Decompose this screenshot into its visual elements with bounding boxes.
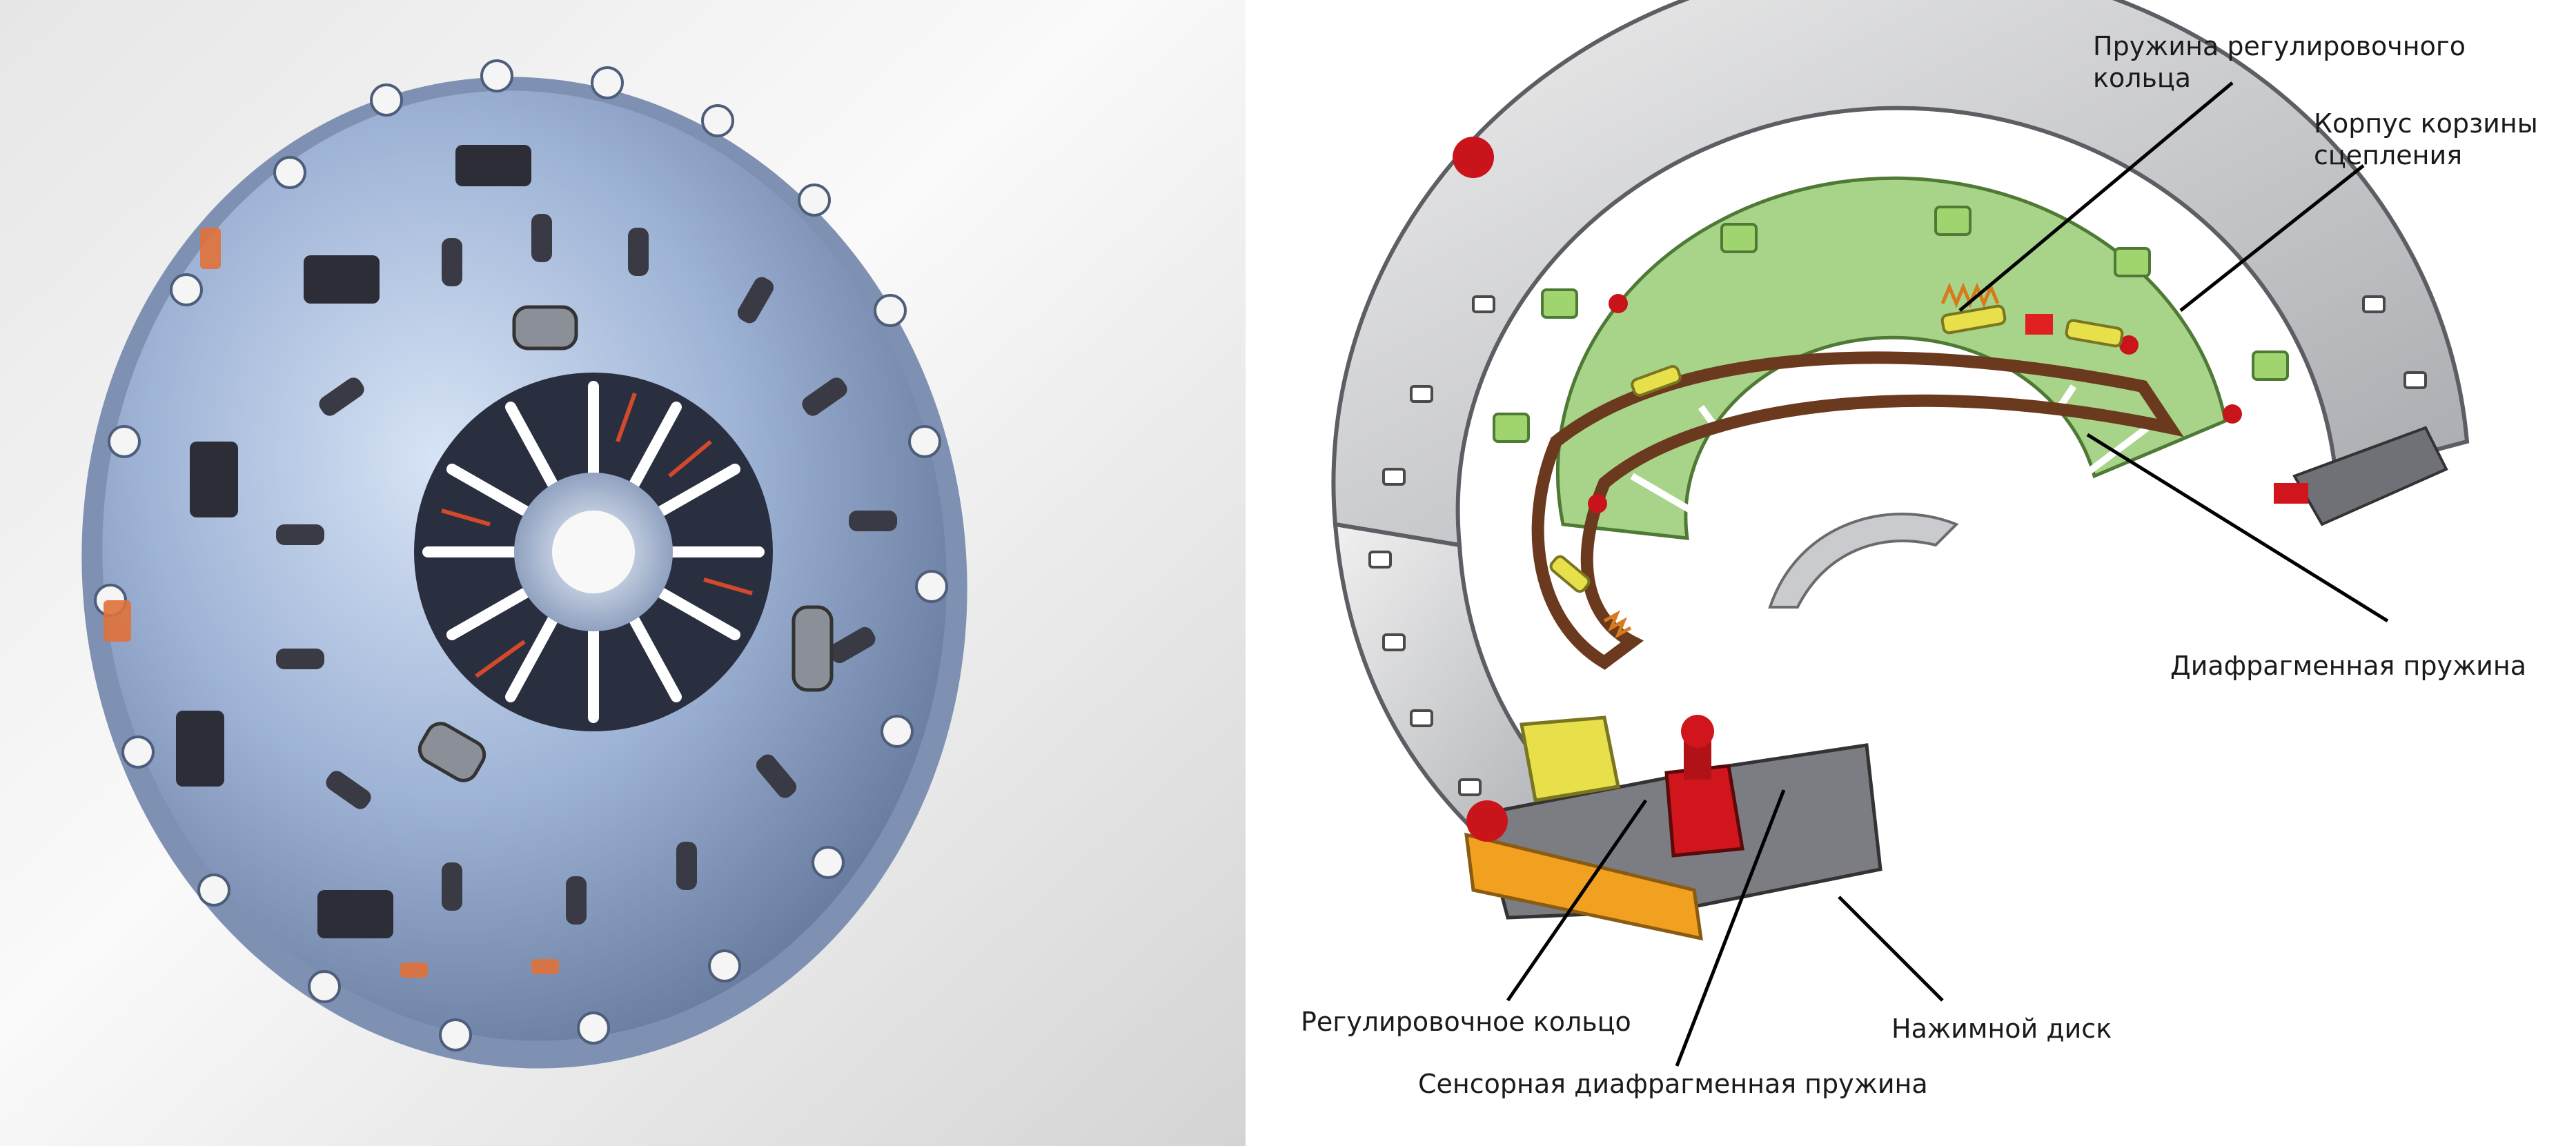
leader-diaphragm-spring <box>2086 433 2389 623</box>
label-adjuster-spring: Пружина регулировочного кольца <box>2093 31 2466 93</box>
clutch-cutaway-diagram: Пружина регулировочного кольца Корпус ко… <box>1246 0 2576 1146</box>
leader-sensor-spring <box>1675 789 1786 1067</box>
label-pressure-plate: Нажимной диск <box>1891 1014 2112 1044</box>
leader-pressure-plate <box>1838 896 1944 1002</box>
leader-clutch-cover <box>2179 164 2365 312</box>
label-diaphragm-spring: Диафрагменная пружина <box>2170 651 2527 681</box>
leader-adjuster-spring <box>1958 81 2234 312</box>
cutaway-illustration <box>1331 0 2470 1067</box>
clutch-cover-illustration <box>0 0 1246 1146</box>
label-sensor-diaphragm-spring: Сенсорная диафрагменная пружина <box>1418 1069 1928 1099</box>
leader-adjusting-ring <box>1506 799 1648 1002</box>
label-adjusting-ring: Регулировочное кольцо <box>1301 1007 1631 1037</box>
clutch-cover-photo <box>0 0 1246 1146</box>
label-clutch-cover: Корпус корзины сцепления <box>2314 108 2538 170</box>
